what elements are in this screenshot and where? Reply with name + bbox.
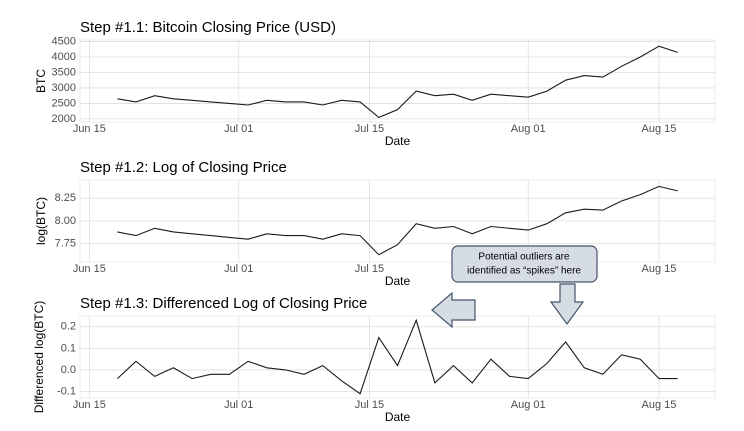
y-tick-label: 3000	[52, 82, 76, 94]
y-tick-label: 2500	[52, 97, 76, 109]
x-axis-title: Date	[385, 410, 411, 424]
callout-text: Potential outliers are	[478, 252, 570, 263]
y-axis-title: log(BTC)	[34, 197, 48, 245]
x-tick-label: Aug 15	[642, 123, 677, 135]
x-tick-label: Jun 15	[73, 399, 106, 411]
x-tick-label: Aug 01	[511, 399, 546, 411]
y-tick-label: -0.1	[57, 385, 76, 397]
price-line	[117, 318, 678, 395]
x-tick-label: Jun 15	[73, 263, 106, 275]
x-tick-label: Jul 15	[355, 123, 384, 135]
x-tick-label: Jul 15	[355, 399, 384, 411]
callout-arrow-left	[431, 291, 476, 329]
chart-title: Step #1.1: Bitcoin Closing Price (USD)	[80, 19, 336, 36]
y-tick-label: 8.00	[55, 215, 76, 227]
y-tick-label: 4000	[52, 51, 76, 63]
x-tick-label: Aug 15	[642, 399, 677, 411]
x-tick-label: Aug 01	[511, 123, 546, 135]
x-tick-label: Jul 01	[224, 263, 253, 275]
y-tick-label: 0.0	[61, 364, 76, 376]
y-tick-label: 3500	[52, 66, 76, 78]
y-tick-label: 4500	[52, 35, 76, 47]
x-axis-title: Date	[385, 274, 411, 288]
callout-text: identified as “spikes” here	[467, 266, 581, 277]
y-tick-label: 8.25	[55, 192, 76, 204]
x-axis-title: Date	[385, 134, 411, 148]
y-tick-label: 0.1	[61, 342, 76, 354]
chart-title: Step #1.3: Differenced Log of Closing Pr…	[80, 295, 367, 312]
y-axis-title: Differenced log(BTC)	[32, 301, 46, 414]
callout-box	[451, 245, 598, 283]
x-tick-label: Aug 15	[642, 263, 677, 275]
y-tick-label: 7.75	[55, 238, 76, 250]
plot-panel	[79, 315, 716, 399]
x-tick-label: Jul 15	[355, 263, 384, 275]
price-line	[117, 185, 678, 256]
x-tick-label: Jul 01	[224, 123, 253, 135]
plot-panel	[79, 39, 716, 123]
x-tick-label: Jun 15	[73, 123, 106, 135]
y-tick-label: 2000	[52, 113, 76, 125]
y-axis-title: BTC	[34, 69, 48, 93]
chart-title: Step #1.2: Log of Closing Price	[80, 159, 287, 176]
price-line	[117, 45, 678, 119]
callout-arrow-down	[549, 283, 585, 326]
y-tick-label: 0.2	[61, 321, 76, 333]
x-tick-label: Jul 01	[224, 399, 253, 411]
